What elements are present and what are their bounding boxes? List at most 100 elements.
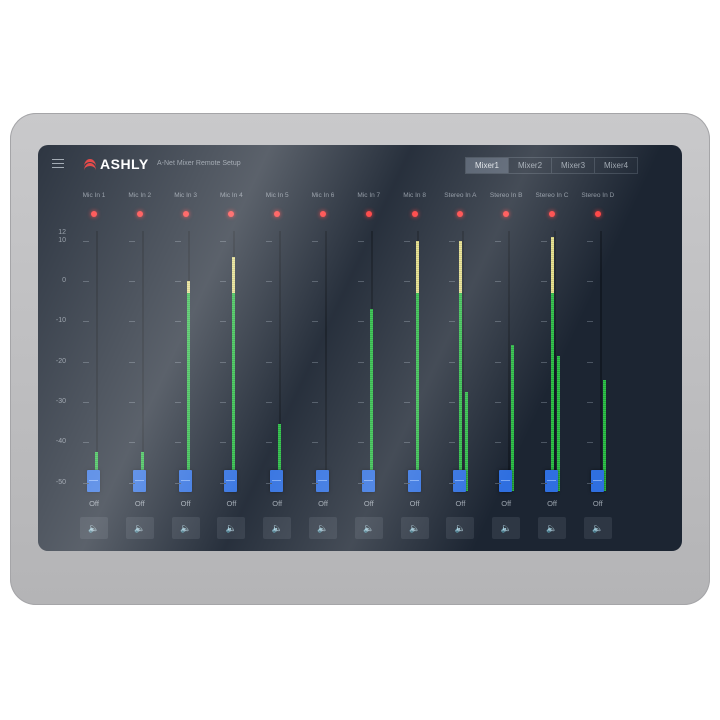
mute-button[interactable]: 🔈 [125,517,154,539]
fader-value: Off [409,499,420,508]
meter-peak-segment [551,236,554,294]
speaker-icon: 🔈 [454,522,466,533]
fader-handle[interactable] [453,470,467,492]
speaker-icon: 🔈 [408,522,421,533]
level-meter [602,379,606,491]
channel-name: Mic In 7 [357,192,381,199]
scale-tick [586,482,593,484]
scale-tick [83,482,89,484]
mute-button[interactable]: 🔈 [263,517,292,539]
scale-tick [312,321,318,323]
mute-button[interactable]: 🔈 [538,517,566,539]
fader-track[interactable] [554,231,556,483]
scale-tick [495,281,502,282]
scale-tick [449,442,456,444]
scale-tick [83,321,89,323]
clip-led-icon [274,211,281,217]
channel-strip: Stereo In D Off 🔈 [575,145,621,551]
scale-tick [128,482,135,484]
channel-name: Stereo In C [535,192,569,199]
scale-tick [357,401,364,403]
fader-handle[interactable] [316,470,329,492]
fader-handle[interactable] [590,470,604,492]
scale-tick [128,321,135,323]
scale-tick [495,321,502,323]
fader-value: Off [134,499,145,508]
meter-peak-segment [415,240,419,294]
scale-tick [586,321,593,323]
fader-track[interactable] [141,231,144,483]
fader-track[interactable] [462,231,465,483]
mute-button[interactable]: 🔈 [80,517,108,539]
scale-tick [541,401,547,403]
channel-strip: Mic In 5 Off 🔈 [254,145,300,551]
scale-tick [266,401,273,403]
fader-value: Off [501,499,512,508]
scale-label: -20 [55,357,66,365]
level-meter [459,240,463,491]
scale-tick [541,442,547,444]
tab-mixer4[interactable]: Mixer4 [594,158,638,173]
scale-tick [449,401,456,403]
fader-handle[interactable] [87,470,100,492]
mute-button[interactable]: 🔈 [400,517,429,539]
fader-handle[interactable] [361,470,375,492]
hamburger-icon[interactable] [52,159,64,168]
fader-handle[interactable] [178,470,192,492]
tab-mixer2[interactable]: Mixer2 [508,158,552,173]
fader-value: Off [318,499,328,508]
fader-value: Off [592,499,603,508]
mute-button[interactable]: 🔈 [583,517,612,539]
scale-tick [449,361,456,363]
scale-tick [541,281,547,282]
channel-name: Mic In 2 [128,192,152,199]
level-meter [511,345,515,491]
fader-track[interactable] [508,231,511,483]
scale-tick [541,361,547,363]
scale-tick [83,361,89,363]
fader-handle[interactable] [545,470,558,492]
mute-button[interactable]: 🔈 [492,517,521,539]
tab-mixer3[interactable]: Mixer3 [551,158,595,173]
mute-button[interactable]: 🔈 [171,517,200,539]
mute-button[interactable]: 🔈 [446,517,475,539]
scale-tick [403,482,410,484]
mute-button[interactable]: 🔈 [309,517,337,539]
scale-tick [174,321,181,323]
channel-strip: Stereo In A Off 🔈 [437,145,483,551]
channel-strip: Mic In 6 Off 🔈 [300,145,346,551]
fader-track[interactable] [599,231,602,483]
fader-value: Off [547,499,557,508]
speaker-icon: 🔈 [363,522,375,533]
fader-handle[interactable] [407,470,421,492]
fader-handle[interactable] [270,470,284,492]
scale-tick [312,240,318,242]
level-meter [278,424,282,491]
speaker-icon: 🔈 [88,522,100,533]
level-meter [369,309,373,491]
scale-tick [174,401,181,403]
fader-track[interactable] [96,231,98,483]
scale-tick [128,401,135,403]
clip-led-icon [320,211,326,217]
scale-label: -50 [55,478,66,486]
tab-mixer1[interactable]: Mixer1 [466,158,509,173]
scale-tick [128,361,135,363]
scale-tick [449,281,456,282]
speaker-icon: 🔈 [317,522,329,533]
mixer-tabs: Mixer1 Mixer2 Mixer3 Mixer4 [465,157,639,174]
fader-handle[interactable] [224,470,238,492]
meter-peak-segment [459,240,463,294]
scale-tick [83,281,89,282]
fader-handle[interactable] [132,470,146,492]
scale-tick [449,240,456,242]
mute-button[interactable]: 🔈 [354,517,383,539]
speaker-icon: 🔈 [546,522,558,533]
fader-track[interactable] [325,231,327,483]
fader-track[interactable] [279,231,282,483]
fader-handle[interactable] [499,470,513,492]
scale-tick [266,281,273,282]
scale-tick [220,442,227,444]
scale-label: 12 [58,228,66,236]
mute-button[interactable]: 🔈 [217,517,246,539]
